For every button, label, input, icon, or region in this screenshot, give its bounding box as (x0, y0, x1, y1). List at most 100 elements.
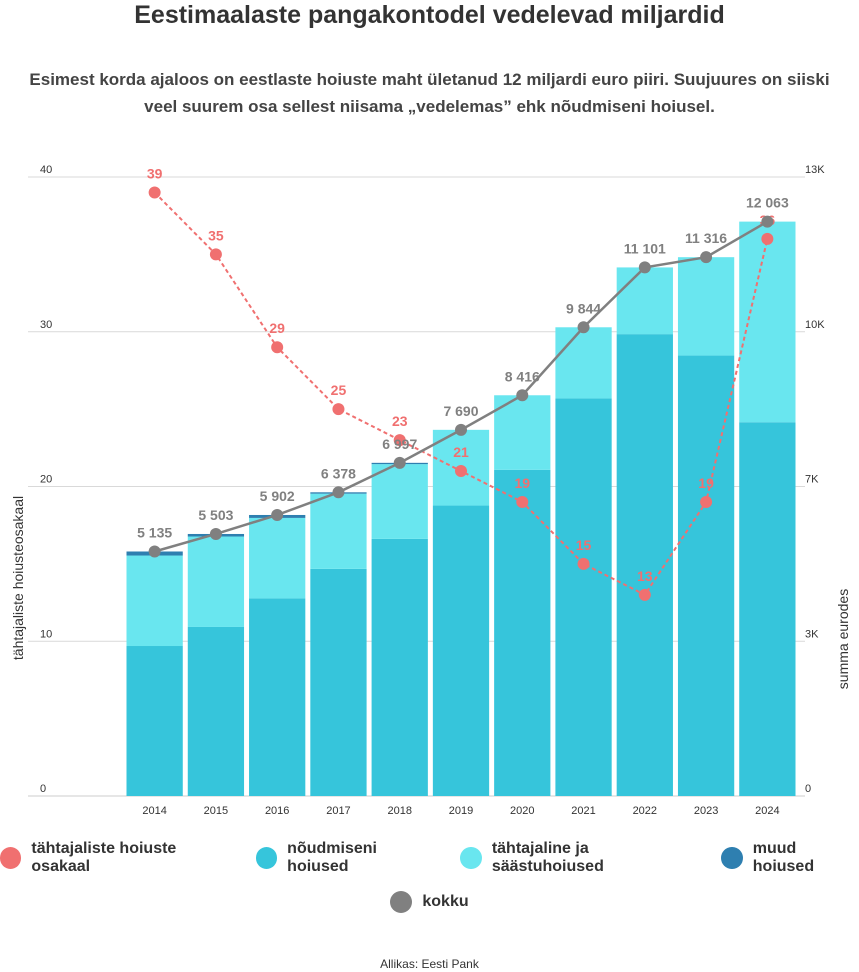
bar-segment (677, 257, 735, 356)
legend-label: kokku (422, 893, 469, 910)
legend: tähtajaliste hoiuste osakaal nõudmiseni … (0, 840, 859, 920)
x-tick-label: 2023 (694, 805, 718, 817)
data-label: 6 997 (382, 436, 417, 452)
data-point (332, 486, 345, 499)
legend-swatch-muud (721, 847, 743, 869)
x-tick-label: 2016 (265, 805, 289, 817)
data-point (209, 527, 222, 540)
data-point (148, 545, 161, 558)
legend-row-1: tähtajaliste hoiuste osakaal nõudmiseni … (0, 840, 859, 876)
data-label: 8 416 (505, 368, 540, 384)
data-label: 21 (453, 444, 469, 460)
bar-segment (371, 538, 428, 796)
x-tick-label: 2019 (449, 805, 473, 817)
y-left-tick-label: 20 (40, 474, 52, 486)
x-tick-label: 2014 (142, 805, 166, 817)
chart-subtitle: Esimest korda ajaloos on eestlaste hoius… (29, 70, 830, 116)
axes: 0 0 10 3K 20 7K 30 10K 40 13K 2014 2015 2016 2017 2018… (40, 164, 825, 817)
y-right-tick-label: 13K (805, 164, 825, 176)
y-right-tick-label: 10K (805, 319, 825, 331)
y-right-axis-label: summa eurodes (835, 589, 851, 689)
legend-swatch-kokku (390, 891, 413, 913)
data-label: 11 101 (624, 240, 666, 256)
data-point (638, 261, 651, 274)
data-point (761, 215, 774, 228)
data-label: 5 135 (137, 524, 172, 540)
bar-segment (739, 221, 796, 423)
data-label: 39 (147, 165, 163, 181)
legend-swatch-tahtajaline (460, 847, 482, 869)
y-left-axis-label: tähtajaliste hoiusteosakaal (10, 496, 26, 660)
data-point (455, 465, 467, 478)
bar-segment (739, 422, 796, 796)
data-label: 15 (576, 537, 592, 553)
data-point (638, 588, 651, 601)
legend-item-kokku[interactable]: kokku (390, 891, 469, 913)
bar-segment (310, 568, 367, 796)
bar-segment (249, 598, 306, 796)
legend-label: tähtajaline ja säästuhoiused (491, 840, 604, 875)
bar-series (126, 221, 796, 796)
legend-swatch-noudmiseni (255, 847, 278, 869)
legend-item-muud[interactable]: muud hoiused (721, 840, 859, 876)
y-left-tick-label: 30 (40, 319, 52, 331)
legend-label: muud hoiused (752, 840, 815, 875)
data-label: 13 (637, 568, 653, 584)
bar-segment (249, 517, 306, 599)
bar-segment (310, 493, 367, 569)
legend-swatch-osakaal (0, 847, 22, 869)
data-point (577, 321, 590, 334)
data-point (332, 403, 345, 416)
bar-segment (432, 505, 490, 796)
legend-label: nõudmiseni hoiused (287, 840, 377, 875)
y-right-tick-label: 7K (805, 474, 819, 486)
bar-segment (371, 464, 428, 539)
x-tick-label: 2022 (633, 805, 657, 817)
data-point (209, 248, 222, 261)
bar-segment (494, 469, 551, 796)
data-point (577, 557, 590, 570)
data-point (700, 495, 713, 508)
data-label: 12 063 (746, 195, 789, 211)
x-tick-label: 2017 (326, 805, 350, 817)
y-right-tick-label: 0 (805, 783, 811, 795)
y-left-tick-label: 10 (40, 628, 52, 640)
data-point (516, 495, 529, 508)
y-right-tick-label: 3K (805, 628, 819, 640)
bar-segment (126, 646, 183, 796)
data-label: 19 (514, 475, 530, 491)
data-label: 25 (331, 382, 347, 398)
legend-item-tahtajaline[interactable]: tähtajaline ja säästuhoiused (460, 840, 699, 876)
x-tick-label: 2024 (755, 805, 779, 817)
bar-segment (616, 267, 673, 335)
data-label: 35 (208, 227, 224, 243)
data-label: 19 (698, 475, 714, 491)
x-tick-label: 2018 (387, 805, 411, 817)
source-note: Allikas: Eesti Pank (380, 957, 479, 971)
data-point (761, 232, 774, 245)
legend-row-2: kokku (0, 884, 859, 920)
data-label: 29 (269, 320, 285, 336)
data-point (393, 434, 406, 447)
data-label: 6 378 (321, 465, 356, 481)
data-point (516, 389, 529, 402)
legend-label: tähtajaliste hoiuste osakaal (31, 840, 177, 875)
bar-segment (126, 555, 183, 647)
bar-segment (187, 536, 245, 627)
bar-segment (677, 355, 735, 796)
data-point (271, 341, 284, 354)
data-label: 5 503 (198, 507, 233, 523)
legend-item-osakaal[interactable]: tähtajaliste hoiuste osakaal (0, 840, 234, 876)
y-left-tick-label: 40 (40, 164, 52, 176)
bar-segment (555, 327, 612, 399)
x-tick-label: 2015 (204, 805, 228, 817)
data-point (455, 423, 467, 436)
data-label: 9 844 (566, 300, 601, 316)
bar-segment (555, 398, 612, 796)
data-point (271, 508, 284, 521)
data-label: 7 690 (443, 403, 478, 419)
x-tick-label: 2020 (510, 805, 534, 817)
legend-item-noudmiseni[interactable]: nõudmiseni hoiused (255, 840, 439, 876)
data-label: 11 316 (685, 230, 727, 246)
